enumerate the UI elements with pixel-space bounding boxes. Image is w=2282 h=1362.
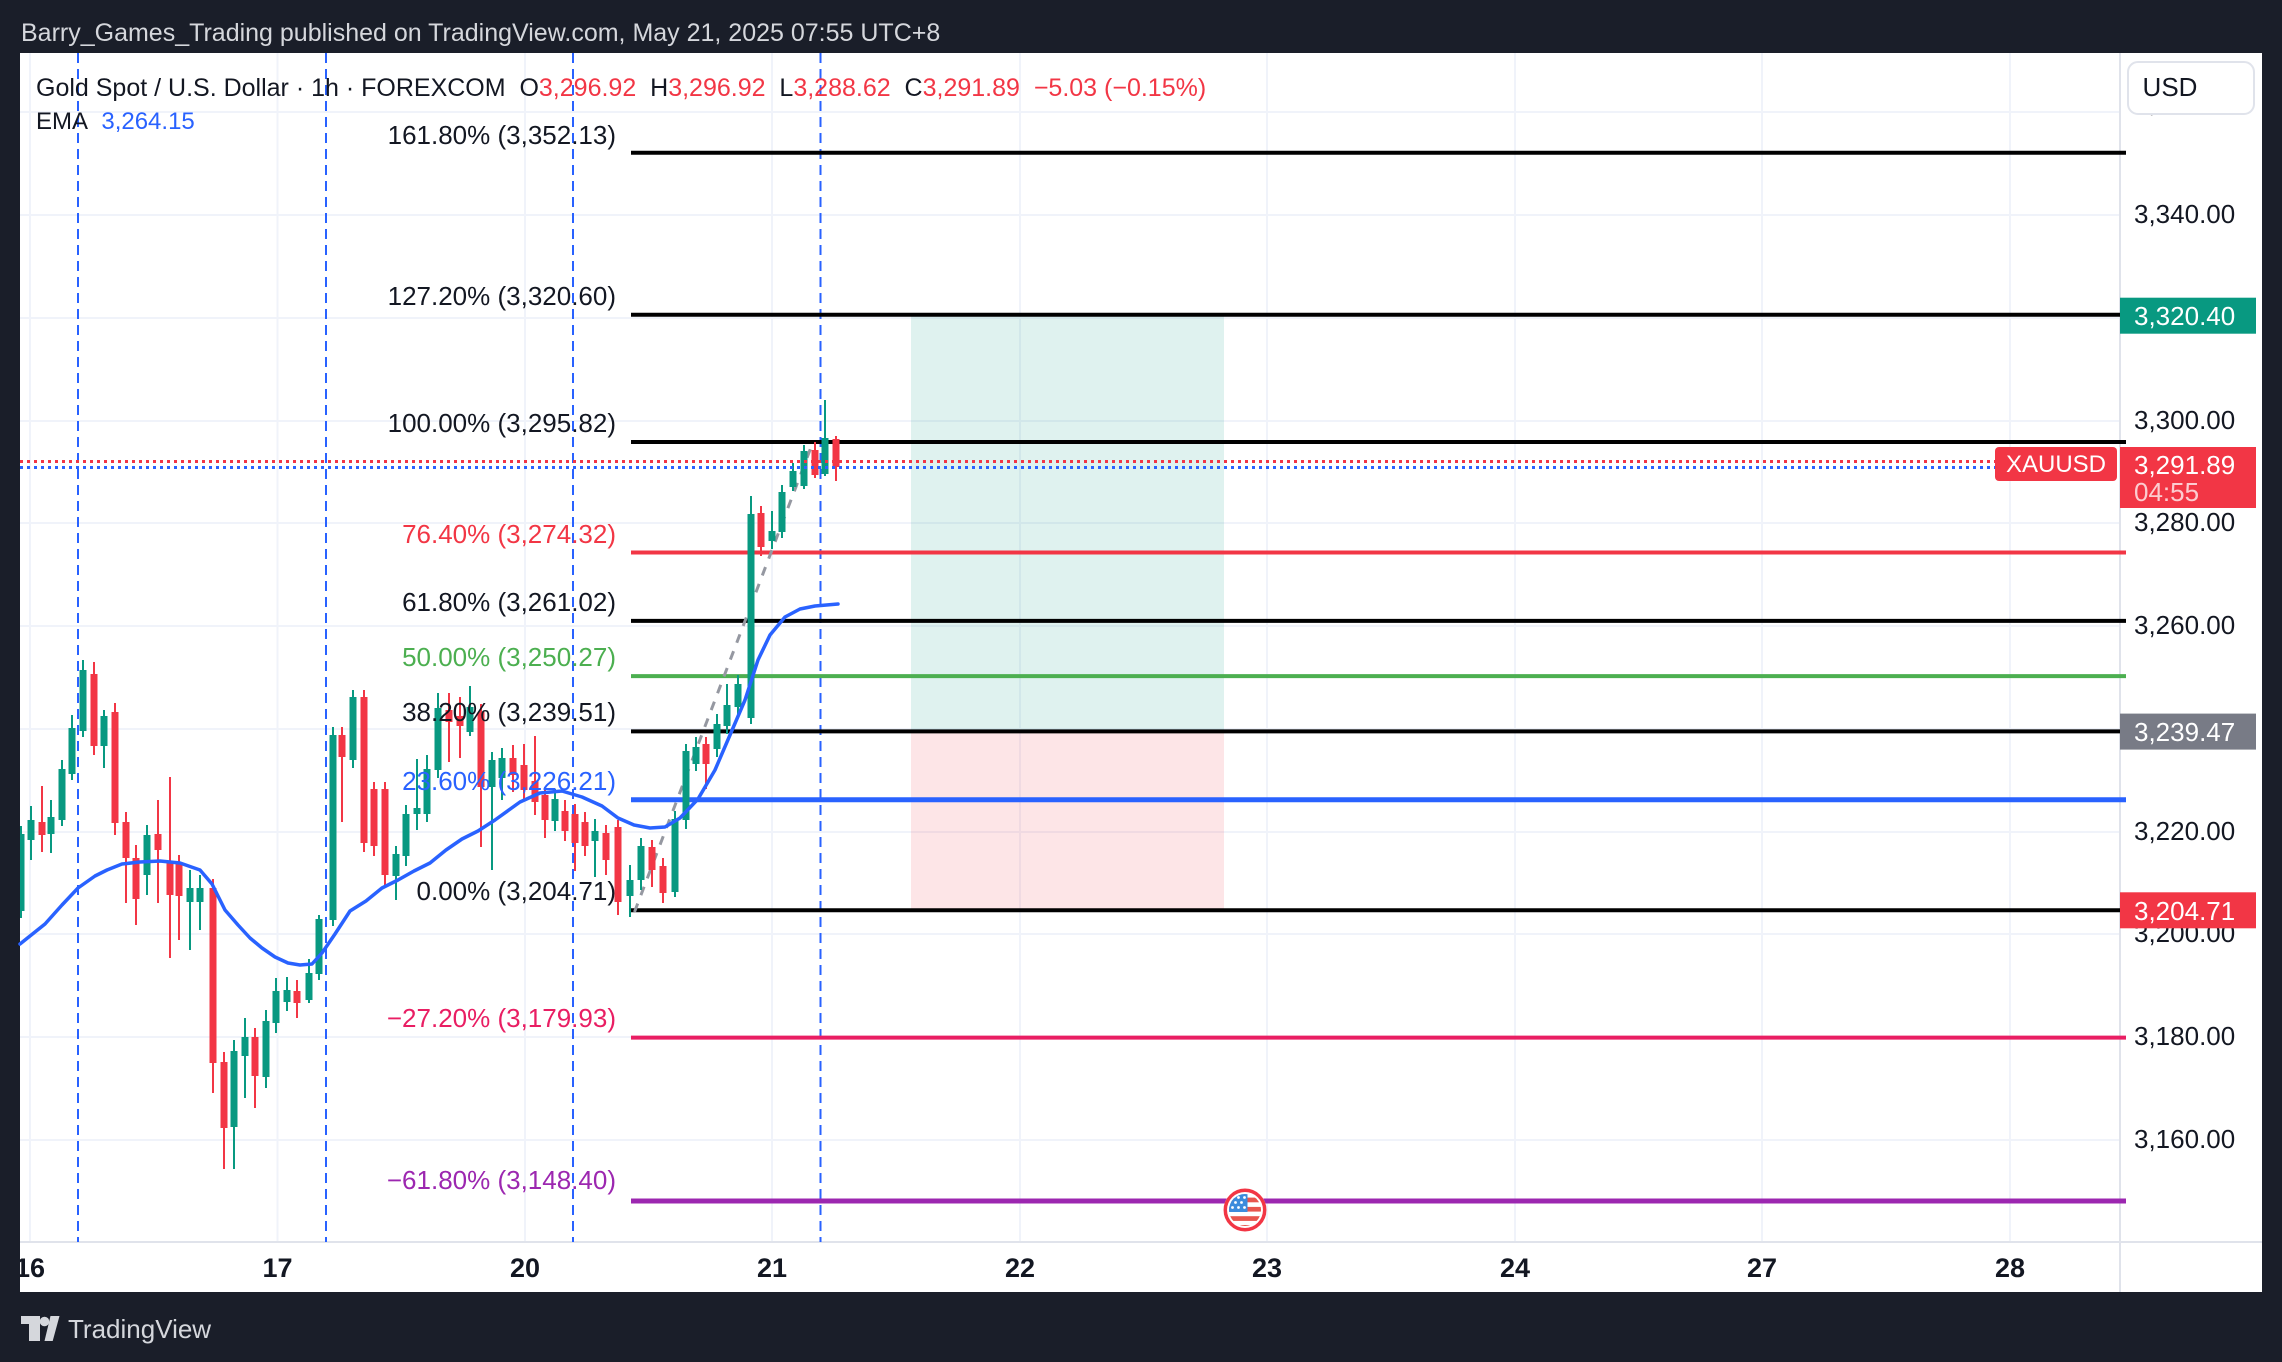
svg-text:−61.80% (3,148.40): −61.80% (3,148.40) <box>387 1165 616 1195</box>
svg-text:61.80% (3,261.02): 61.80% (3,261.02) <box>402 587 616 617</box>
svg-text:23: 23 <box>1252 1253 1282 1283</box>
svg-text:127.20% (3,320.60): 127.20% (3,320.60) <box>388 281 616 311</box>
svg-text:24: 24 <box>1500 1253 1530 1283</box>
svg-text:Gold Spot / U.S. Dollar · 1h ·: Gold Spot / U.S. Dollar · 1h · FOREXCOM … <box>36 74 1206 102</box>
svg-text:04:55: 04:55 <box>2134 477 2199 507</box>
svg-text:23.60% (3,226.21): 23.60% (3,226.21) <box>402 766 616 796</box>
svg-text:3,239.47: 3,239.47 <box>2134 717 2235 747</box>
svg-text:TradingView: TradingView <box>68 1314 211 1344</box>
svg-text:3,340.00: 3,340.00 <box>2134 199 2235 229</box>
svg-text:21: 21 <box>757 1253 787 1283</box>
svg-text:3,160.00: 3,160.00 <box>2134 1124 2235 1154</box>
svg-text:XAUUSD: XAUUSD <box>2006 451 2106 478</box>
svg-text:28: 28 <box>1995 1253 2025 1283</box>
svg-text:3,291.89: 3,291.89 <box>2134 450 2235 480</box>
svg-text:27: 27 <box>1747 1253 1777 1283</box>
svg-text:3,280.00: 3,280.00 <box>2134 507 2235 537</box>
svg-text:3,300.00: 3,300.00 <box>2134 405 2235 435</box>
svg-text:22: 22 <box>1005 1253 1035 1283</box>
svg-text:3,320.40: 3,320.40 <box>2134 301 2235 331</box>
svg-text:17: 17 <box>262 1253 292 1283</box>
svg-text:50.00% (3,250.27): 50.00% (3,250.27) <box>402 642 616 672</box>
svg-text:USD: USD <box>2143 72 2198 102</box>
svg-text:161.80% (3,352.13): 161.80% (3,352.13) <box>388 120 616 150</box>
svg-text:100.00% (3,295.82): 100.00% (3,295.82) <box>388 408 616 438</box>
svg-text:−27.20% (3,179.93): −27.20% (3,179.93) <box>387 1003 616 1033</box>
svg-text:0.00% (3,204.71): 0.00% (3,204.71) <box>417 876 616 906</box>
svg-text:20: 20 <box>510 1253 540 1283</box>
svg-text:16: 16 <box>15 1253 45 1283</box>
svg-text:3,220.00: 3,220.00 <box>2134 816 2235 846</box>
svg-text:Barry_Games_Trading published: Barry_Games_Trading published on Trading… <box>21 19 940 47</box>
svg-text:38.20% (3,239.51): 38.20% (3,239.51) <box>402 697 616 727</box>
svg-text:3,180.00: 3,180.00 <box>2134 1021 2235 1051</box>
svg-text:EMA 3,264.15: EMA 3,264.15 <box>36 108 195 135</box>
svg-text:3,260.00: 3,260.00 <box>2134 610 2235 640</box>
svg-text:76.40% (3,274.32): 76.40% (3,274.32) <box>402 519 616 549</box>
svg-text:3,204.71: 3,204.71 <box>2134 896 2235 926</box>
